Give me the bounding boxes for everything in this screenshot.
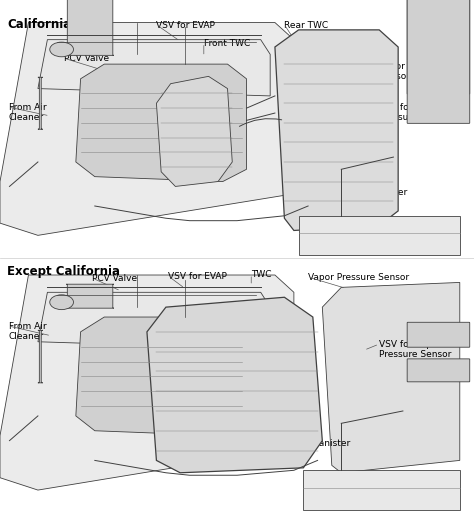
Text: Charcoal Canister: Charcoal Canister bbox=[270, 439, 350, 448]
FancyBboxPatch shape bbox=[66, 0, 114, 56]
Polygon shape bbox=[38, 293, 270, 349]
Polygon shape bbox=[0, 275, 294, 490]
Polygon shape bbox=[76, 317, 246, 436]
Text: EVAP Service Port: EVAP Service Port bbox=[114, 160, 194, 168]
FancyBboxPatch shape bbox=[407, 359, 470, 382]
Text: From Air
Cleaner: From Air Cleaner bbox=[9, 322, 46, 341]
FancyBboxPatch shape bbox=[299, 216, 460, 255]
Text: EVAP Service Port: EVAP Service Port bbox=[114, 385, 194, 393]
Text: Vapor Pressure Sensor: Vapor Pressure Sensor bbox=[308, 273, 409, 282]
Polygon shape bbox=[275, 30, 398, 231]
Text: California: California bbox=[7, 18, 72, 31]
Text: VSV for EVAP: VSV for EVAP bbox=[168, 272, 227, 281]
Text: Except California: Except California bbox=[7, 265, 120, 278]
Text: TWC: TWC bbox=[251, 270, 272, 279]
Polygon shape bbox=[156, 76, 232, 186]
Polygon shape bbox=[76, 64, 246, 182]
Ellipse shape bbox=[50, 295, 73, 310]
FancyBboxPatch shape bbox=[407, 0, 470, 123]
Text: PCV Valve: PCV Valve bbox=[64, 54, 109, 63]
Polygon shape bbox=[38, 40, 270, 96]
FancyBboxPatch shape bbox=[407, 322, 470, 347]
Polygon shape bbox=[147, 297, 322, 473]
Polygon shape bbox=[0, 23, 294, 235]
Text: From Air
Cleaner: From Air Cleaner bbox=[9, 103, 46, 123]
FancyBboxPatch shape bbox=[66, 284, 114, 308]
Text: Vapor Pressure
Sensor: Vapor Pressure Sensor bbox=[379, 62, 447, 81]
Ellipse shape bbox=[50, 42, 73, 57]
FancyBboxPatch shape bbox=[38, 330, 43, 383]
Text: Charcoal Canister: Charcoal Canister bbox=[327, 188, 407, 197]
FancyBboxPatch shape bbox=[38, 77, 43, 129]
Text: Rear TWC: Rear TWC bbox=[284, 21, 328, 29]
Text: VSV for Vapor
Pressure Sensor: VSV for Vapor Pressure Sensor bbox=[379, 340, 452, 359]
FancyBboxPatch shape bbox=[303, 470, 460, 510]
FancyBboxPatch shape bbox=[407, 0, 470, 94]
Text: PCV Valve: PCV Valve bbox=[92, 274, 137, 283]
Polygon shape bbox=[322, 282, 460, 473]
Text: VSV for EVAP: VSV for EVAP bbox=[156, 21, 215, 29]
Text: Front TWC: Front TWC bbox=[204, 39, 250, 47]
Text: VSV for Vapor
Pressure Sensor: VSV for Vapor Pressure Sensor bbox=[379, 103, 452, 123]
